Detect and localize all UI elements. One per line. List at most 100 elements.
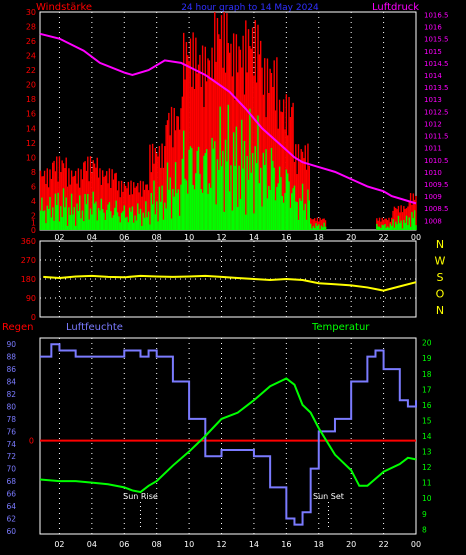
temperature-tick-label: 20 [422,339,432,348]
direction-line [43,274,417,292]
humidity-tick-label: 80 [6,402,16,411]
sun-label: Sun Set [313,492,344,501]
temperature-tick-label: 8 [422,525,427,534]
time-tick-label: 14 [249,540,259,549]
temperature-tick-label: 16 [422,401,432,410]
time-tick-label: 22 [378,233,388,242]
humidity-tick-label: 68 [6,477,16,486]
pressure-tick-label: 1009 [424,193,442,201]
temperature-tick-label: 14 [422,432,432,441]
temperature-axis-ticks: 8 9 10 11 12 13 14 15 16 17 18 19 20 [422,339,432,535]
humidity-tick-label: 84 [6,378,16,387]
wind-tick-label: 26 [26,37,36,46]
direction-axis-ticks: 0 90 180 270 360 [21,237,36,322]
direction-tick-label: 360 [21,237,36,246]
humidity-line [40,343,417,526]
time-tick-label: 18 [314,540,324,549]
wind-tick-label: 18 [26,95,36,104]
wind-tick-label: 12 [26,139,36,148]
pressure-label: Luftdruck [372,2,419,13]
direction-tick-label: 270 [21,256,36,265]
wind-tick-label: 8 [31,168,36,177]
humidity-tick-label: 62 [6,514,16,523]
temperature-tick-label: 10 [422,494,432,503]
direction-tick-label: 180 [21,275,36,284]
time-tick-label: 20 [346,540,356,549]
time-tick-label: 20 [346,233,356,242]
pressure-tick-label: 1008.5 [424,205,449,213]
direction-tick-label: 90 [26,294,36,303]
compass-label: W [435,255,446,268]
humidity-tick-label: 74 [6,440,16,449]
pressure-tick-label: 1010.5 [424,157,449,165]
wind-bars [39,104,417,230]
humidity-label: Luftfeuchte [66,322,123,333]
time-tick-label: 02 [54,540,64,549]
temperature-tick-label: 12 [422,463,432,472]
compass-label: N [436,304,444,317]
pressure-tick-label: 1015 [424,48,442,56]
rain-axis-ticks: 0 [29,437,34,446]
temperature-tick-label: 13 [422,448,432,457]
wind-tick-label: 1 [31,219,36,228]
wind-tick-label: 0 [31,226,36,235]
direction-panel-grid [40,240,417,318]
time-tick-label: 00 [411,540,421,549]
humidity-tick-label: 60 [6,527,16,536]
humidity-tick-label: 64 [6,502,16,511]
wind-tick-label: 14 [26,124,36,133]
pressure-tick-label: 1015.5 [424,36,449,44]
time-tick-label: 12 [216,233,226,242]
humidity-tick-label: 70 [6,465,16,474]
humidity-tick-label: 86 [6,365,16,374]
pressure-tick-label: 1016.5 [424,11,449,19]
pressure-tick-label: 1011.5 [424,133,449,141]
pressure-tick-label: 1012.5 [424,108,449,116]
pressure-tick-label: 1012 [424,120,442,128]
pressure-tick-label: 1013 [424,96,442,104]
pressure-tick-label: 1008 [424,217,442,225]
graph-period-label: 24 hour graph to 14 May 2024 [181,3,319,13]
wind-tick-label: 2 [31,211,36,220]
direction-panel-frame [39,240,417,318]
humidity-tick-label: 66 [6,490,16,499]
humidity-axis-ticks: 60 62 64 66 68 70 72 74 76 78 80 82 84 86 88 90 [6,340,16,536]
temperature-tick-label: 17 [422,385,432,394]
time-tick-label: 22 [378,540,388,549]
pressure-axis-ticks: 1008 1008.5 1009 1009.5 1010 1010.5 1011 1011.5… [424,11,449,225]
time-tick-label: 16 [281,233,291,242]
wind-tick-label: 30 [26,8,36,17]
pressure-tick-label: 1011 [424,145,442,153]
temperature-tick-label: 11 [422,479,432,488]
compass-label: S [437,271,444,284]
time-tick-label: 12 [216,540,226,549]
wind-tick-label: 6 [31,182,36,191]
wind-tick-label: 10 [26,153,36,162]
wind-tick-label: 20 [26,81,36,90]
time-tick-label: 16 [281,540,291,549]
pressure-line [39,32,417,205]
compass-label: O [436,288,445,301]
time-tick-label: 10 [184,540,194,549]
pressure-tick-label: 1014 [424,72,442,80]
temp-panel-frame [39,337,417,535]
humidity-tick-label: 82 [6,390,16,399]
temp-panel-grid [58,338,417,534]
wind-tick-label: 4 [31,197,36,206]
temperature-tick-label: 9 [422,510,427,519]
temperature-tick-label: 18 [422,370,432,379]
wind-strength-label: Windstärke [36,2,92,13]
temperature-tick-label: 15 [422,416,432,425]
rain-label: Regen [2,322,34,333]
rain-tick-label: 0 [29,437,34,446]
sun-annotations: Sun Rise Sun Set [123,492,344,530]
pressure-tick-label: 1014.5 [424,60,449,68]
time-tick-label: 08 [152,540,162,549]
pressure-tick-label: 1016 [424,24,442,32]
time-tick-label: 08 [152,233,162,242]
time-tick-label: 14 [249,233,259,242]
temperature-humidity-panel: Sun Rise Sun Set 606264666870727476788082… [6,337,432,536]
